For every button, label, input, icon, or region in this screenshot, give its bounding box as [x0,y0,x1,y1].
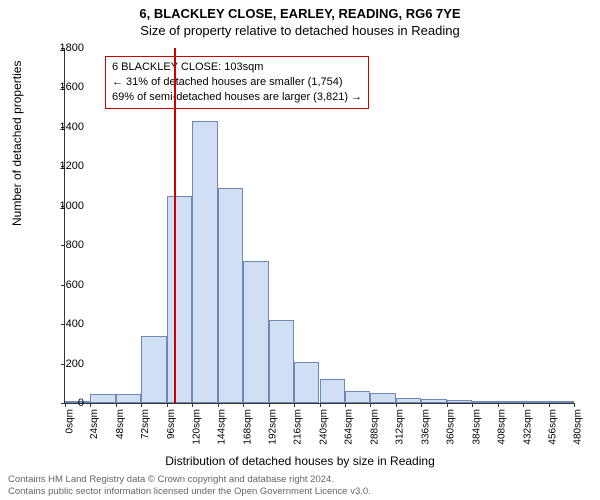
y-tick [61,285,65,286]
x-tick [396,403,397,407]
histogram-bar [447,400,472,403]
y-tick-label: 200 [66,358,84,370]
histogram-bar [167,196,192,403]
x-tick [421,403,422,407]
histogram-bar [243,261,268,403]
y-tick [61,364,65,365]
x-tick-label: 312sqm [395,409,406,445]
title-sub: Size of property relative to detached ho… [0,21,600,38]
footer-line1: Contains HM Land Registry data © Crown c… [8,474,371,486]
x-tick [498,403,499,407]
x-tick [345,403,346,407]
x-tick [523,403,524,407]
x-tick-label: 384sqm [471,409,482,445]
footer-attribution: Contains HM Land Registry data © Crown c… [8,474,371,498]
histogram-bar [523,401,548,403]
x-tick [192,403,193,407]
y-tick-label: 1400 [60,121,84,133]
x-tick [370,403,371,407]
x-tick [90,403,91,407]
histogram-bar [269,320,294,403]
x-tick-label: 72sqm [140,409,151,439]
x-tick [141,403,142,407]
x-tick-label: 120sqm [191,409,202,445]
x-tick [472,403,473,407]
annotation-line3: 69% of semi-detached houses are larger (… [112,90,362,105]
y-tick-label: 1800 [60,42,84,54]
histogram-bar [421,399,446,403]
x-tick [269,403,270,407]
histogram-bar [345,391,370,403]
y-axis-label: Number of detached properties [10,61,24,226]
x-tick [294,403,295,407]
x-axis-label: Distribution of detached houses by size … [0,454,600,468]
y-tick-label: 1200 [60,160,84,172]
histogram-bar [192,121,217,403]
y-tick-label: 0 [78,397,84,409]
histogram-bar [294,362,319,403]
x-tick-label: 0sqm [64,409,75,433]
histogram-bar [218,188,243,403]
x-tick-label: 336sqm [420,409,431,445]
x-tick [447,403,448,407]
histogram-bar [549,401,574,403]
x-tick [549,403,550,407]
annotation-line2: ← 31% of detached houses are smaller (1,… [112,75,362,90]
y-tick [61,324,65,325]
y-tick-label: 600 [66,279,84,291]
histogram-bar [320,379,345,403]
x-tick-label: 240sqm [319,409,330,445]
annotation-line1: 6 BLACKLEY CLOSE: 103sqm [112,60,362,75]
x-tick-label: 360sqm [446,409,457,445]
x-tick-label: 144sqm [217,409,228,445]
histogram-bar [396,398,421,403]
histogram-bar [370,393,395,403]
x-tick-label: 408sqm [497,409,508,445]
y-tick-label: 1600 [60,81,84,93]
x-tick [167,403,168,407]
x-tick-label: 216sqm [293,409,304,445]
x-tick [574,403,575,407]
title-main: 6, BLACKLEY CLOSE, EARLEY, READING, RG6 … [0,0,600,21]
x-tick-label: 264sqm [344,409,355,445]
y-tick-label: 1000 [60,200,84,212]
histogram-bar [472,401,497,403]
histogram-bar [90,394,115,403]
x-tick-label: 168sqm [242,409,253,445]
chart-container: 6, BLACKLEY CLOSE, EARLEY, READING, RG6 … [0,0,600,500]
y-tick-label: 800 [66,239,84,251]
x-tick-label: 288sqm [369,409,380,445]
x-tick [116,403,117,407]
x-tick-label: 192sqm [268,409,279,445]
histogram-bar [498,401,523,403]
histogram-bar [141,336,166,403]
property-marker-line [174,48,176,403]
x-tick [218,403,219,407]
x-tick-label: 96sqm [166,409,177,439]
chart-plot-area: 6 BLACKLEY CLOSE: 103sqm ← 31% of detach… [64,48,574,404]
x-tick-label: 480sqm [573,409,584,445]
annotation-box: 6 BLACKLEY CLOSE: 103sqm ← 31% of detach… [105,56,369,109]
histogram-bar [116,394,141,403]
x-tick-label: 48sqm [115,409,126,439]
x-tick-label: 24sqm [89,409,100,439]
x-tick-label: 432sqm [522,409,533,445]
x-tick-label: 456sqm [548,409,559,445]
x-tick [320,403,321,407]
y-tick-label: 400 [66,318,84,330]
footer-line2: Contains public sector information licen… [8,486,371,498]
y-tick [61,245,65,246]
x-tick [65,403,66,407]
x-tick [243,403,244,407]
